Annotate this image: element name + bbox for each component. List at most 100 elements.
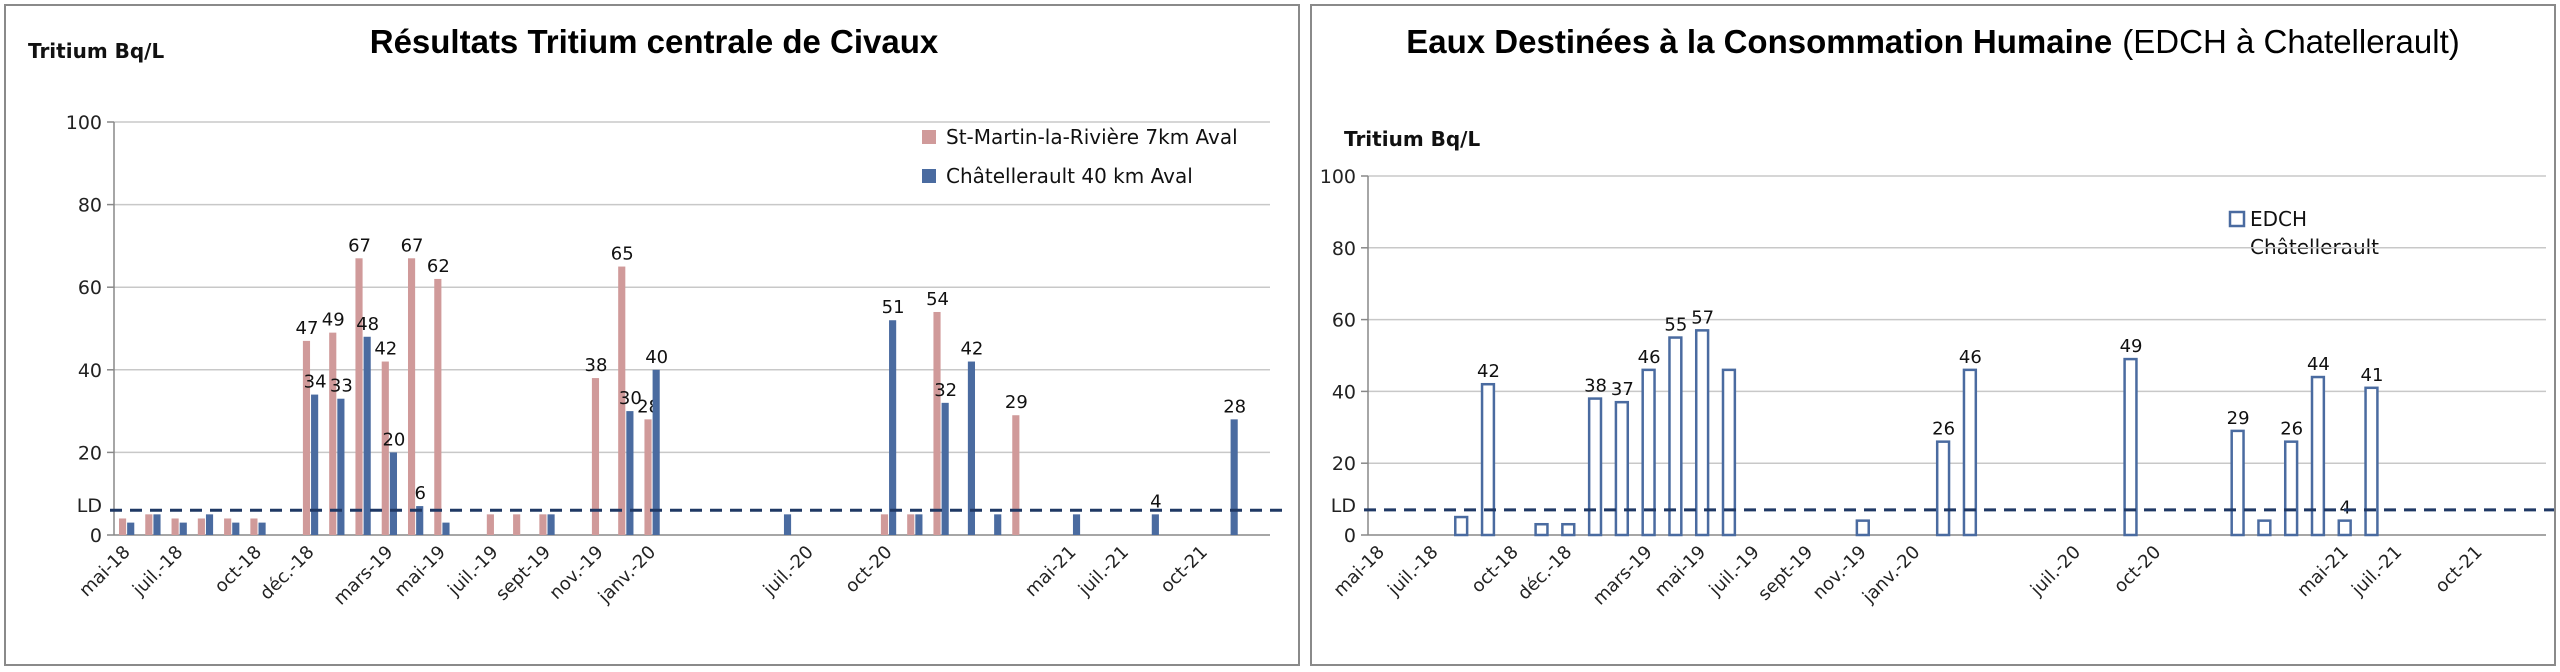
bar-st-martin: [539, 514, 547, 535]
bar-chatellerault: [547, 514, 555, 535]
data-label: 26: [2280, 419, 2303, 440]
bar-st-martin: [407, 258, 416, 535]
x-tick-label: sept-19: [492, 542, 555, 605]
data-label: 4: [2339, 498, 2350, 519]
bar-st-martin: [171, 518, 179, 535]
bar-edch: [1962, 368, 1978, 537]
y-tick-label: 0: [1344, 525, 1356, 547]
data-label: 42: [960, 339, 983, 360]
bar-chatellerault: [127, 522, 135, 535]
x-tick-label: oct-21: [2431, 542, 2486, 597]
data-label: 42: [374, 339, 397, 360]
y-tick-label: 40: [1332, 381, 1356, 403]
bar-st-martin: [145, 514, 153, 535]
data-label: 33: [330, 376, 353, 397]
y-tick-label: 100: [66, 112, 102, 134]
x-tick-label: déc.-18: [1514, 542, 1577, 605]
x-tick-label: janv.-20: [594, 542, 660, 608]
legend-label-edch: EDCH: [2250, 207, 2307, 231]
x-tick-label: oct-21: [1156, 542, 1211, 597]
bar-edch: [1534, 522, 1549, 537]
y-tick-label: 80: [78, 195, 102, 217]
data-label: 37: [1611, 379, 1634, 400]
x-tick-label: mai-18: [1330, 542, 1389, 601]
bar-st-martin: [118, 518, 127, 535]
bar-edch: [1935, 440, 1951, 537]
data-label: 54: [926, 289, 949, 310]
y-axis-label: Tritium Bq/L: [1344, 127, 1480, 151]
bar-st-martin: [355, 258, 363, 535]
y-tick-label: 80: [1332, 238, 1356, 260]
bar-edch: [1561, 522, 1576, 537]
legend: St-Martin-la-Rivière 7km Aval Châtellera…: [922, 125, 1238, 188]
data-label: 20: [382, 429, 405, 450]
data-label: 55: [1664, 315, 1687, 336]
bar-edch: [1614, 400, 1630, 537]
legend-swatch-chatellerault: [922, 169, 936, 183]
x-tick-label: juil.-20: [2026, 542, 2085, 601]
y-tick-label: 60: [1332, 310, 1356, 332]
x-tick-label: juil.-21: [1074, 542, 1133, 601]
bar-chatellerault: [442, 522, 450, 535]
bar-st-martin: [250, 518, 258, 535]
bar-edch: [1641, 368, 1656, 537]
data-label: 49: [322, 310, 345, 331]
data-label: 65: [611, 244, 634, 265]
bar-chatellerault: [783, 514, 792, 535]
bar-chatellerault: [153, 514, 161, 535]
data-label: 44: [2307, 354, 2330, 375]
bar-edch: [1694, 329, 1710, 537]
x-tick-label: mai-21: [1021, 542, 1080, 601]
bar-st-martin: [644, 419, 652, 535]
bar-edch: [2364, 386, 2379, 537]
data-label: 32: [934, 380, 957, 401]
bar-st-martin: [880, 514, 889, 535]
x-tick-label: juil.-20: [759, 542, 818, 601]
y-tick-label: 60: [78, 277, 102, 299]
data-label: 49: [2120, 336, 2143, 357]
chart-title: Eaux Destinées à la Consommation Humaine: [1406, 23, 2112, 60]
bar-chatellerault: [967, 361, 976, 535]
data-label: 34: [304, 372, 327, 393]
bar-st-martin: [381, 361, 389, 535]
x-tick-label: sept-19: [1754, 542, 1817, 605]
data-label: 46: [1959, 347, 1982, 368]
bar-chatellerault: [363, 336, 371, 535]
bar-chatellerault: [1151, 514, 1159, 535]
bar-edch: [2123, 357, 2138, 537]
chart-panel-civaux: Résultats Tritium centrale de Civaux Tri…: [4, 4, 1300, 666]
bar-chatellerault: [626, 411, 634, 535]
bar-edch: [2310, 375, 2326, 537]
bar-chatellerault: [652, 369, 660, 535]
bar-st-martin: [302, 340, 311, 535]
bar-edch: [1721, 368, 1737, 537]
bar-st-martin: [513, 514, 521, 535]
data-label: 29: [2227, 408, 2250, 429]
data-label: 51: [882, 297, 905, 318]
bar-chatellerault: [337, 398, 345, 535]
chart-edch: Eaux Destinées à la Consommation Humaine…: [1320, 23, 2554, 609]
y-axis-label: Tritium Bq/L: [28, 39, 164, 63]
data-label: 40: [645, 347, 668, 368]
x-tick-label: déc.-18: [256, 542, 319, 605]
bar-st-martin: [434, 278, 442, 535]
chart-civaux: Résultats Tritium centrale de Civaux Tri…: [28, 23, 1284, 609]
data-label: 67: [348, 235, 371, 256]
bar-chatellerault: [179, 522, 187, 535]
bar-chatellerault: [941, 402, 949, 535]
legend-label-chatellerault: Châtellerault: [2250, 235, 2379, 259]
bar-st-martin: [1012, 415, 1020, 535]
legend-swatch-st-martin: [922, 130, 936, 144]
bar-edch: [2283, 440, 2299, 537]
bar-edch: [1587, 397, 1603, 537]
data-label: 29: [1005, 392, 1028, 413]
y-tick-label: 0: [90, 525, 102, 547]
ld-label: LD: [1331, 495, 1356, 517]
y-tick-label: 40: [78, 360, 102, 382]
bar-edch: [1668, 336, 1683, 537]
bar-chatellerault: [1230, 419, 1238, 535]
data-label: 42: [1477, 361, 1500, 382]
x-tick-label: oct-20: [841, 542, 896, 597]
x-tick-label: juil.-18: [128, 542, 187, 601]
data-label: 6: [414, 483, 425, 504]
